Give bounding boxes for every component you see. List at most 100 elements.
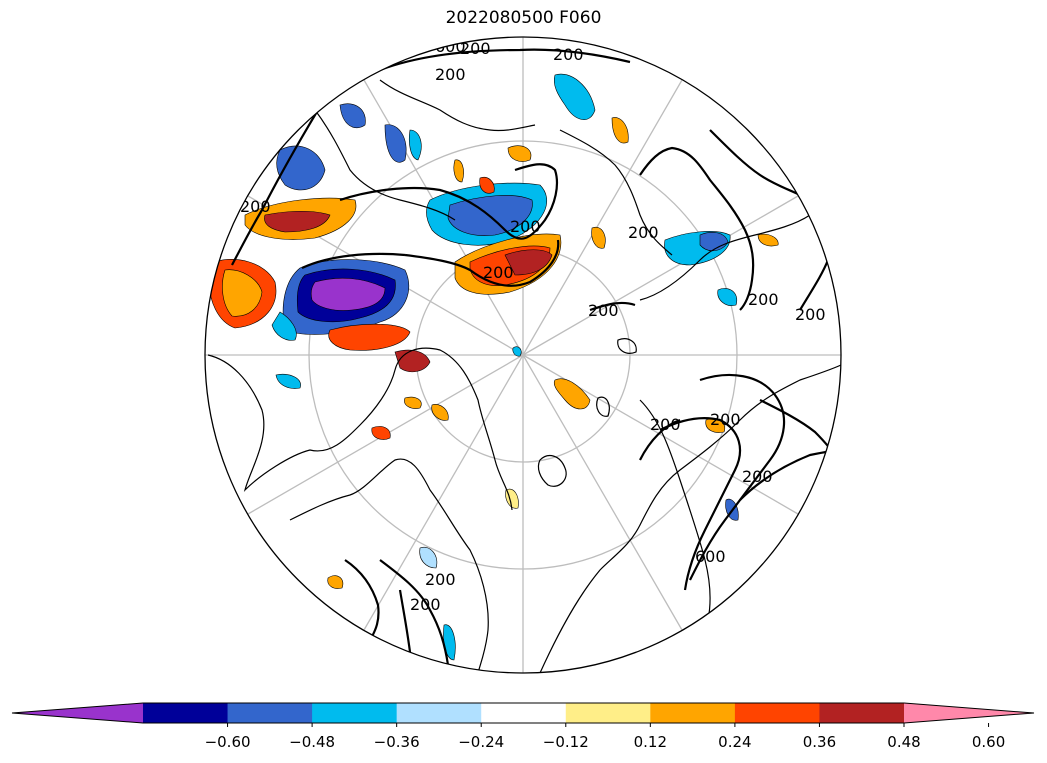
contour-label: 200	[410, 595, 441, 614]
coastline	[537, 454, 567, 487]
contour-label: 200	[553, 45, 584, 64]
colorbar-extend-low	[12, 703, 143, 723]
contour-label: 200	[240, 197, 271, 216]
negative-anomaly-patch	[408, 129, 422, 161]
positive-anomaly-patch	[505, 488, 519, 509]
contour-label: 200	[588, 301, 619, 320]
contour-label: 200	[795, 305, 826, 324]
positive-anomaly-patch	[757, 233, 779, 247]
contour-line	[301, 252, 406, 269]
colorbar-bin	[565, 703, 651, 723]
contour-line	[639, 146, 755, 311]
negative-anomaly-patch	[553, 73, 596, 120]
meridian	[363, 354, 524, 631]
positive-anomaly-patch	[264, 210, 331, 233]
contour-label: 200	[628, 223, 659, 242]
contour-line	[344, 559, 380, 641]
positive-anomaly-patch	[479, 177, 495, 194]
colorbar-tick-label: −0.60	[204, 733, 251, 751]
colorbar-tick-label: 0.36	[802, 733, 837, 751]
colorbar-bin	[481, 703, 567, 723]
contour-label: 200	[483, 263, 514, 282]
colorbar-bin	[650, 703, 736, 723]
coastline	[596, 396, 610, 417]
coastline	[314, 109, 456, 221]
contour-line	[404, 239, 560, 287]
contour-line	[231, 109, 319, 266]
contour-line	[379, 48, 631, 72]
colorbar-bin	[734, 703, 820, 723]
negative-anomaly-patch	[512, 346, 522, 357]
colorbar-bin	[396, 703, 482, 723]
positive-anomaly-patch	[222, 269, 263, 317]
contour-line	[659, 416, 742, 591]
colorbar-bin	[819, 703, 905, 723]
colorbar-tick-label: 0.60	[971, 733, 1006, 751]
coastline	[207, 347, 513, 511]
colorbar-tick-label: −0.48	[289, 733, 336, 751]
contour-line	[799, 259, 830, 311]
positive-anomaly-patch	[327, 575, 344, 589]
colorbar-tick-label: −0.12	[542, 733, 589, 751]
positive-anomaly-patch	[504, 249, 553, 276]
meridian	[522, 195, 799, 356]
colorbar-bin	[312, 703, 398, 723]
anomaly-fill-patches	[209, 73, 779, 661]
positive-anomaly-patch	[507, 145, 532, 162]
contour-label: 200	[460, 39, 491, 58]
contour-line	[689, 373, 786, 581]
contour-line	[589, 301, 636, 312]
negative-anomaly-patch	[384, 124, 407, 163]
coastline	[639, 399, 711, 621]
height-contours	[231, 48, 841, 671]
negative-anomaly-patch	[275, 373, 301, 389]
contour-label: 200	[742, 467, 773, 486]
contour-line	[709, 129, 801, 196]
colorbar-bin	[143, 703, 229, 723]
coastlines	[207, 79, 841, 673]
colorbar-tick-label: 0.48	[887, 733, 921, 751]
negative-anomaly-patch	[276, 145, 326, 191]
contour-label: 200	[435, 65, 466, 84]
map-boundary-circle	[204, 36, 842, 674]
contour-label: 200	[748, 290, 779, 309]
positive-anomaly-patch	[591, 226, 606, 249]
colorbar-tick-label: −0.24	[458, 733, 505, 751]
contour-label: 200	[425, 570, 456, 589]
colorbar-bin	[227, 703, 313, 723]
negative-anomaly-patch	[271, 311, 297, 341]
positive-anomaly-patch	[453, 159, 464, 183]
negative-anomaly-patch	[310, 277, 386, 311]
meridian	[522, 354, 683, 631]
colorbar-outline	[11, 702, 1035, 724]
contour-labels: 600 200 200 200 200 200 200 200 200 200 …	[240, 37, 826, 614]
contour-label: 200	[710, 410, 741, 429]
coastline	[617, 338, 637, 354]
positive-anomaly-patch	[371, 426, 391, 440]
negative-anomaly-patch	[717, 288, 738, 306]
contour-label: 200	[510, 217, 541, 236]
positive-anomaly-patch	[611, 117, 629, 144]
contour-label: 200	[650, 415, 681, 434]
positive-anomaly-patch	[431, 404, 449, 421]
positive-anomaly-patch	[553, 378, 591, 410]
negative-anomaly-patch	[339, 103, 366, 129]
meridian	[522, 79, 683, 356]
colorbar-tick-label: 0.12	[633, 733, 668, 751]
contour-label: 600	[695, 547, 726, 566]
coastline	[559, 129, 673, 256]
map-disk: 600 200 200 200 200 200 200 200 200 200 …	[205, 37, 841, 673]
positive-anomaly-patch	[404, 396, 422, 409]
map-title: 2022080500 F060	[445, 8, 602, 28]
contour-line	[379, 559, 450, 666]
coastline	[379, 79, 536, 132]
contour-line	[639, 418, 681, 461]
contour-line	[339, 163, 559, 240]
colorbar-tick-label: −0.36	[373, 733, 420, 751]
positive-anomaly-patch	[328, 323, 411, 351]
negative-anomaly-patch	[419, 546, 438, 569]
colorbar	[11, 702, 1035, 727]
colorbar-extend-high	[904, 703, 1034, 723]
colorbar-tick-label: 0.24	[718, 733, 752, 751]
